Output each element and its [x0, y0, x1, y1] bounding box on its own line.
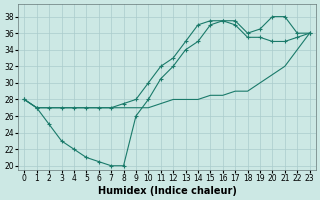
X-axis label: Humidex (Indice chaleur): Humidex (Indice chaleur): [98, 186, 236, 196]
